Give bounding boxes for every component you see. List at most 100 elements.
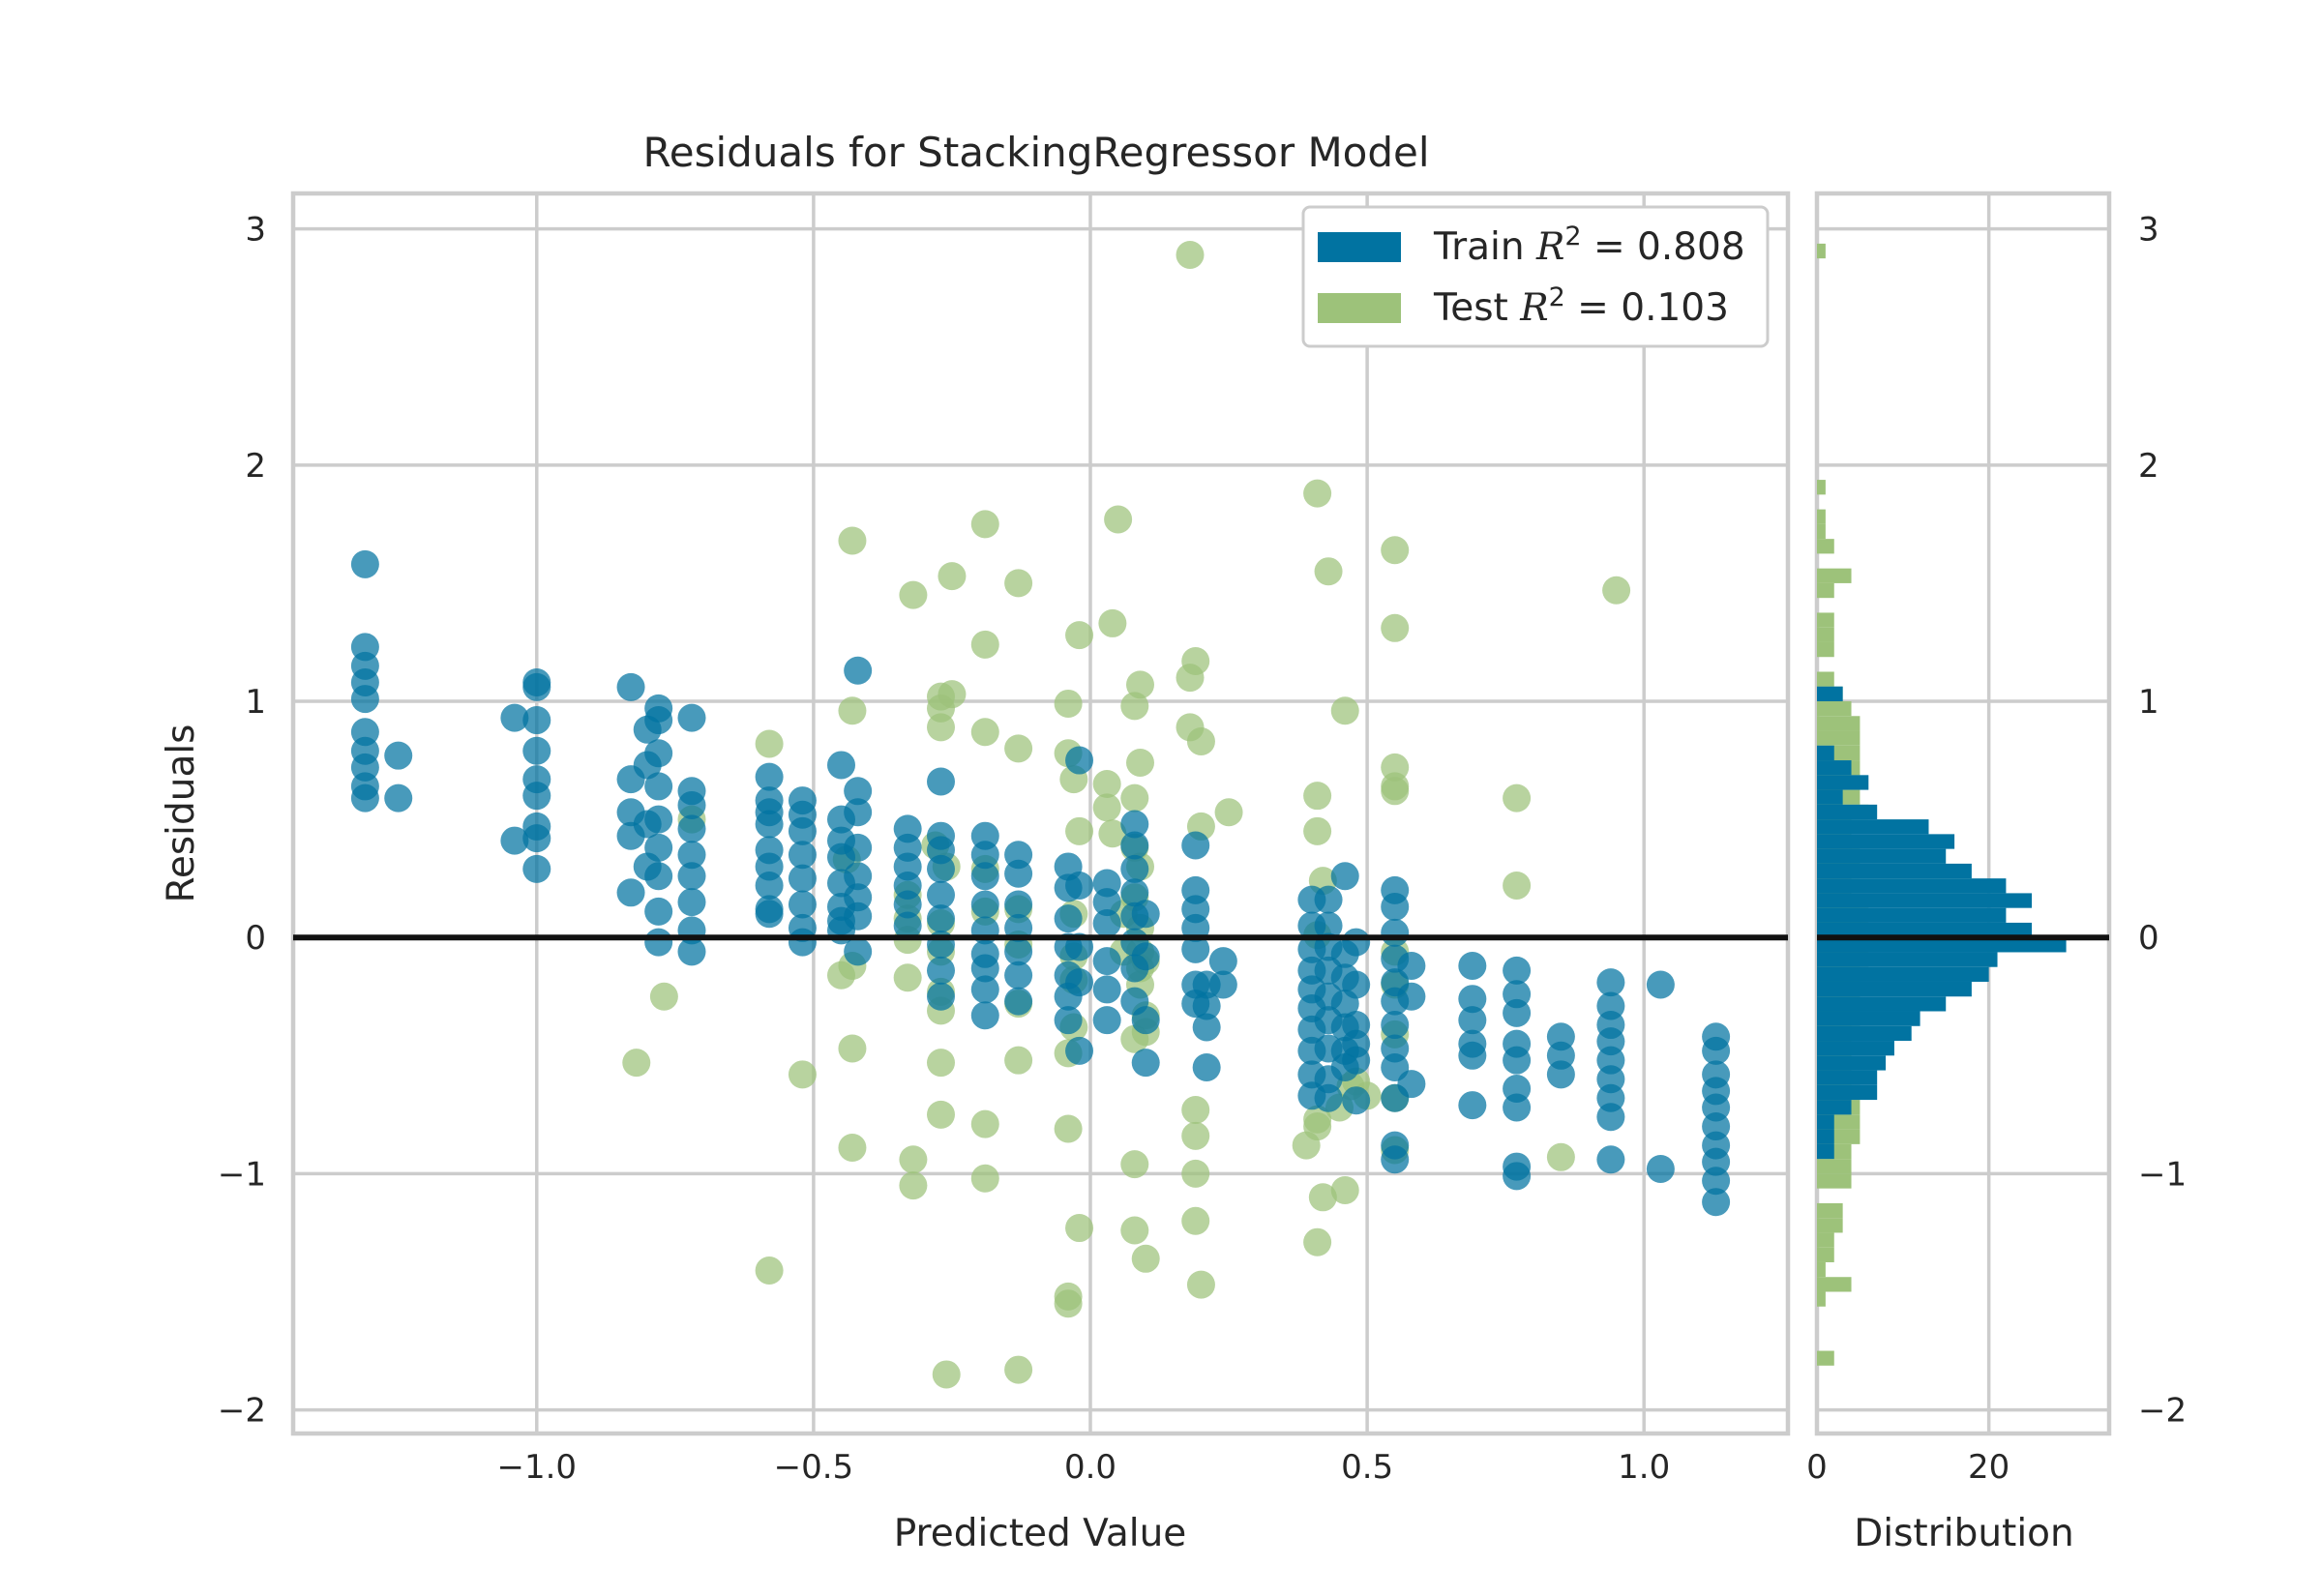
test-point — [1126, 748, 1154, 777]
train-point — [893, 911, 922, 940]
test-point — [1054, 689, 1083, 718]
test-point — [970, 630, 999, 659]
train-point — [1120, 831, 1149, 860]
test-point — [622, 1049, 651, 1078]
train-point — [1181, 934, 1210, 963]
distribution-y-tick-label: −1 — [2138, 1155, 2187, 1194]
distribution-y-tick-label: 2 — [2138, 447, 2159, 486]
train-point — [1065, 968, 1094, 997]
train-histogram-bar — [1817, 804, 1878, 820]
test-point — [1181, 1095, 1210, 1124]
y-tick-labels: −2 −1 0 1 2 3 — [218, 211, 266, 1431]
distribution-y-tick-label: 1 — [2138, 683, 2159, 722]
train-point — [970, 890, 999, 919]
train-histogram-bar — [1817, 937, 2067, 953]
train-point — [677, 841, 706, 870]
train-point — [970, 841, 999, 870]
train-point — [1192, 1053, 1221, 1082]
main-plot-frame — [290, 191, 1791, 1436]
train-point — [1458, 952, 1487, 981]
train-point — [1192, 991, 1221, 1020]
train-point — [1702, 1188, 1731, 1217]
train-point — [384, 741, 413, 770]
test-point — [970, 1164, 999, 1193]
train-point — [677, 888, 706, 917]
train-point — [1314, 1083, 1343, 1112]
test-point — [1104, 505, 1133, 534]
test-histogram-bar — [1817, 539, 1834, 554]
train-histogram-bar — [1817, 893, 2033, 908]
train-histogram-bar — [1817, 1011, 1920, 1026]
train-histogram-bar — [1817, 1114, 1834, 1130]
train-point — [522, 854, 551, 883]
train-point — [1596, 968, 1625, 997]
train-point — [927, 904, 955, 933]
test-point — [1120, 1150, 1149, 1179]
train-histogram-bar — [1817, 907, 2007, 923]
train-point — [522, 706, 551, 735]
test-point — [899, 1145, 928, 1174]
test-point — [1503, 871, 1532, 900]
test-point — [1214, 798, 1243, 827]
test-point — [838, 696, 867, 725]
train-point — [677, 703, 706, 732]
x-tick-label: −0.5 — [774, 1448, 854, 1487]
test-point — [1503, 783, 1532, 813]
test-histogram-bar — [1817, 1232, 1834, 1248]
test-point — [1303, 816, 1332, 845]
train-point — [1131, 942, 1160, 971]
train-point — [1596, 1103, 1625, 1132]
train-point — [350, 549, 379, 578]
train-point — [970, 975, 999, 1004]
train-point — [844, 777, 873, 806]
train-histogram-bar — [1817, 1025, 1912, 1042]
train-point — [970, 954, 999, 983]
legend-train-swatch — [1318, 232, 1401, 262]
train-point — [1381, 892, 1410, 921]
x-tick-label: −1.0 — [496, 1448, 577, 1487]
test-point — [932, 1360, 961, 1389]
train-histogram-bar — [1817, 922, 2033, 938]
test-point — [1303, 1227, 1332, 1256]
train-point — [1458, 1041, 1487, 1070]
test-point — [927, 1100, 955, 1129]
train-point — [1314, 885, 1343, 914]
test-point — [1054, 1289, 1083, 1318]
test-point — [1004, 734, 1033, 763]
train-point — [844, 656, 873, 685]
train-point — [755, 810, 784, 839]
legend: Train R2 = 0.808 Test R2 = 0.103 — [1301, 205, 1770, 348]
legend-box — [1301, 205, 1770, 348]
train-point — [644, 739, 673, 768]
distribution-axis-label: Distribution — [1854, 1512, 2074, 1555]
y-tick-label: 2 — [245, 447, 266, 486]
train-point — [1503, 1046, 1532, 1075]
y-axis-label: Residuals — [160, 724, 203, 902]
train-point — [1004, 859, 1033, 888]
test-point — [1292, 1131, 1321, 1160]
test-point — [893, 963, 922, 992]
train-point — [893, 890, 922, 919]
legend-train-name: Train — [1433, 225, 1525, 269]
test-histogram-bar — [1817, 1261, 1826, 1278]
train-point — [1702, 1036, 1731, 1065]
train-point — [616, 878, 645, 907]
train-point — [1004, 961, 1033, 990]
train-histogram-bar — [1817, 789, 1843, 805]
train-histogram-bar — [1817, 745, 1834, 761]
distribution-y-tick-label: 3 — [2138, 211, 2159, 250]
train-point — [1397, 982, 1426, 1011]
train-histogram-bar — [1817, 775, 1869, 790]
train-point — [788, 816, 817, 845]
train-point — [644, 772, 673, 801]
test-point — [1004, 569, 1033, 598]
train-histogram-bar — [1817, 834, 1955, 849]
train-point — [677, 814, 706, 843]
test-point — [1181, 1206, 1210, 1235]
test-histogram-bar — [1817, 1350, 1834, 1366]
test-point — [1065, 621, 1094, 650]
train-point — [1596, 1145, 1625, 1174]
train-point — [1181, 831, 1210, 860]
test-point — [1602, 576, 1631, 605]
train-point — [644, 862, 673, 891]
